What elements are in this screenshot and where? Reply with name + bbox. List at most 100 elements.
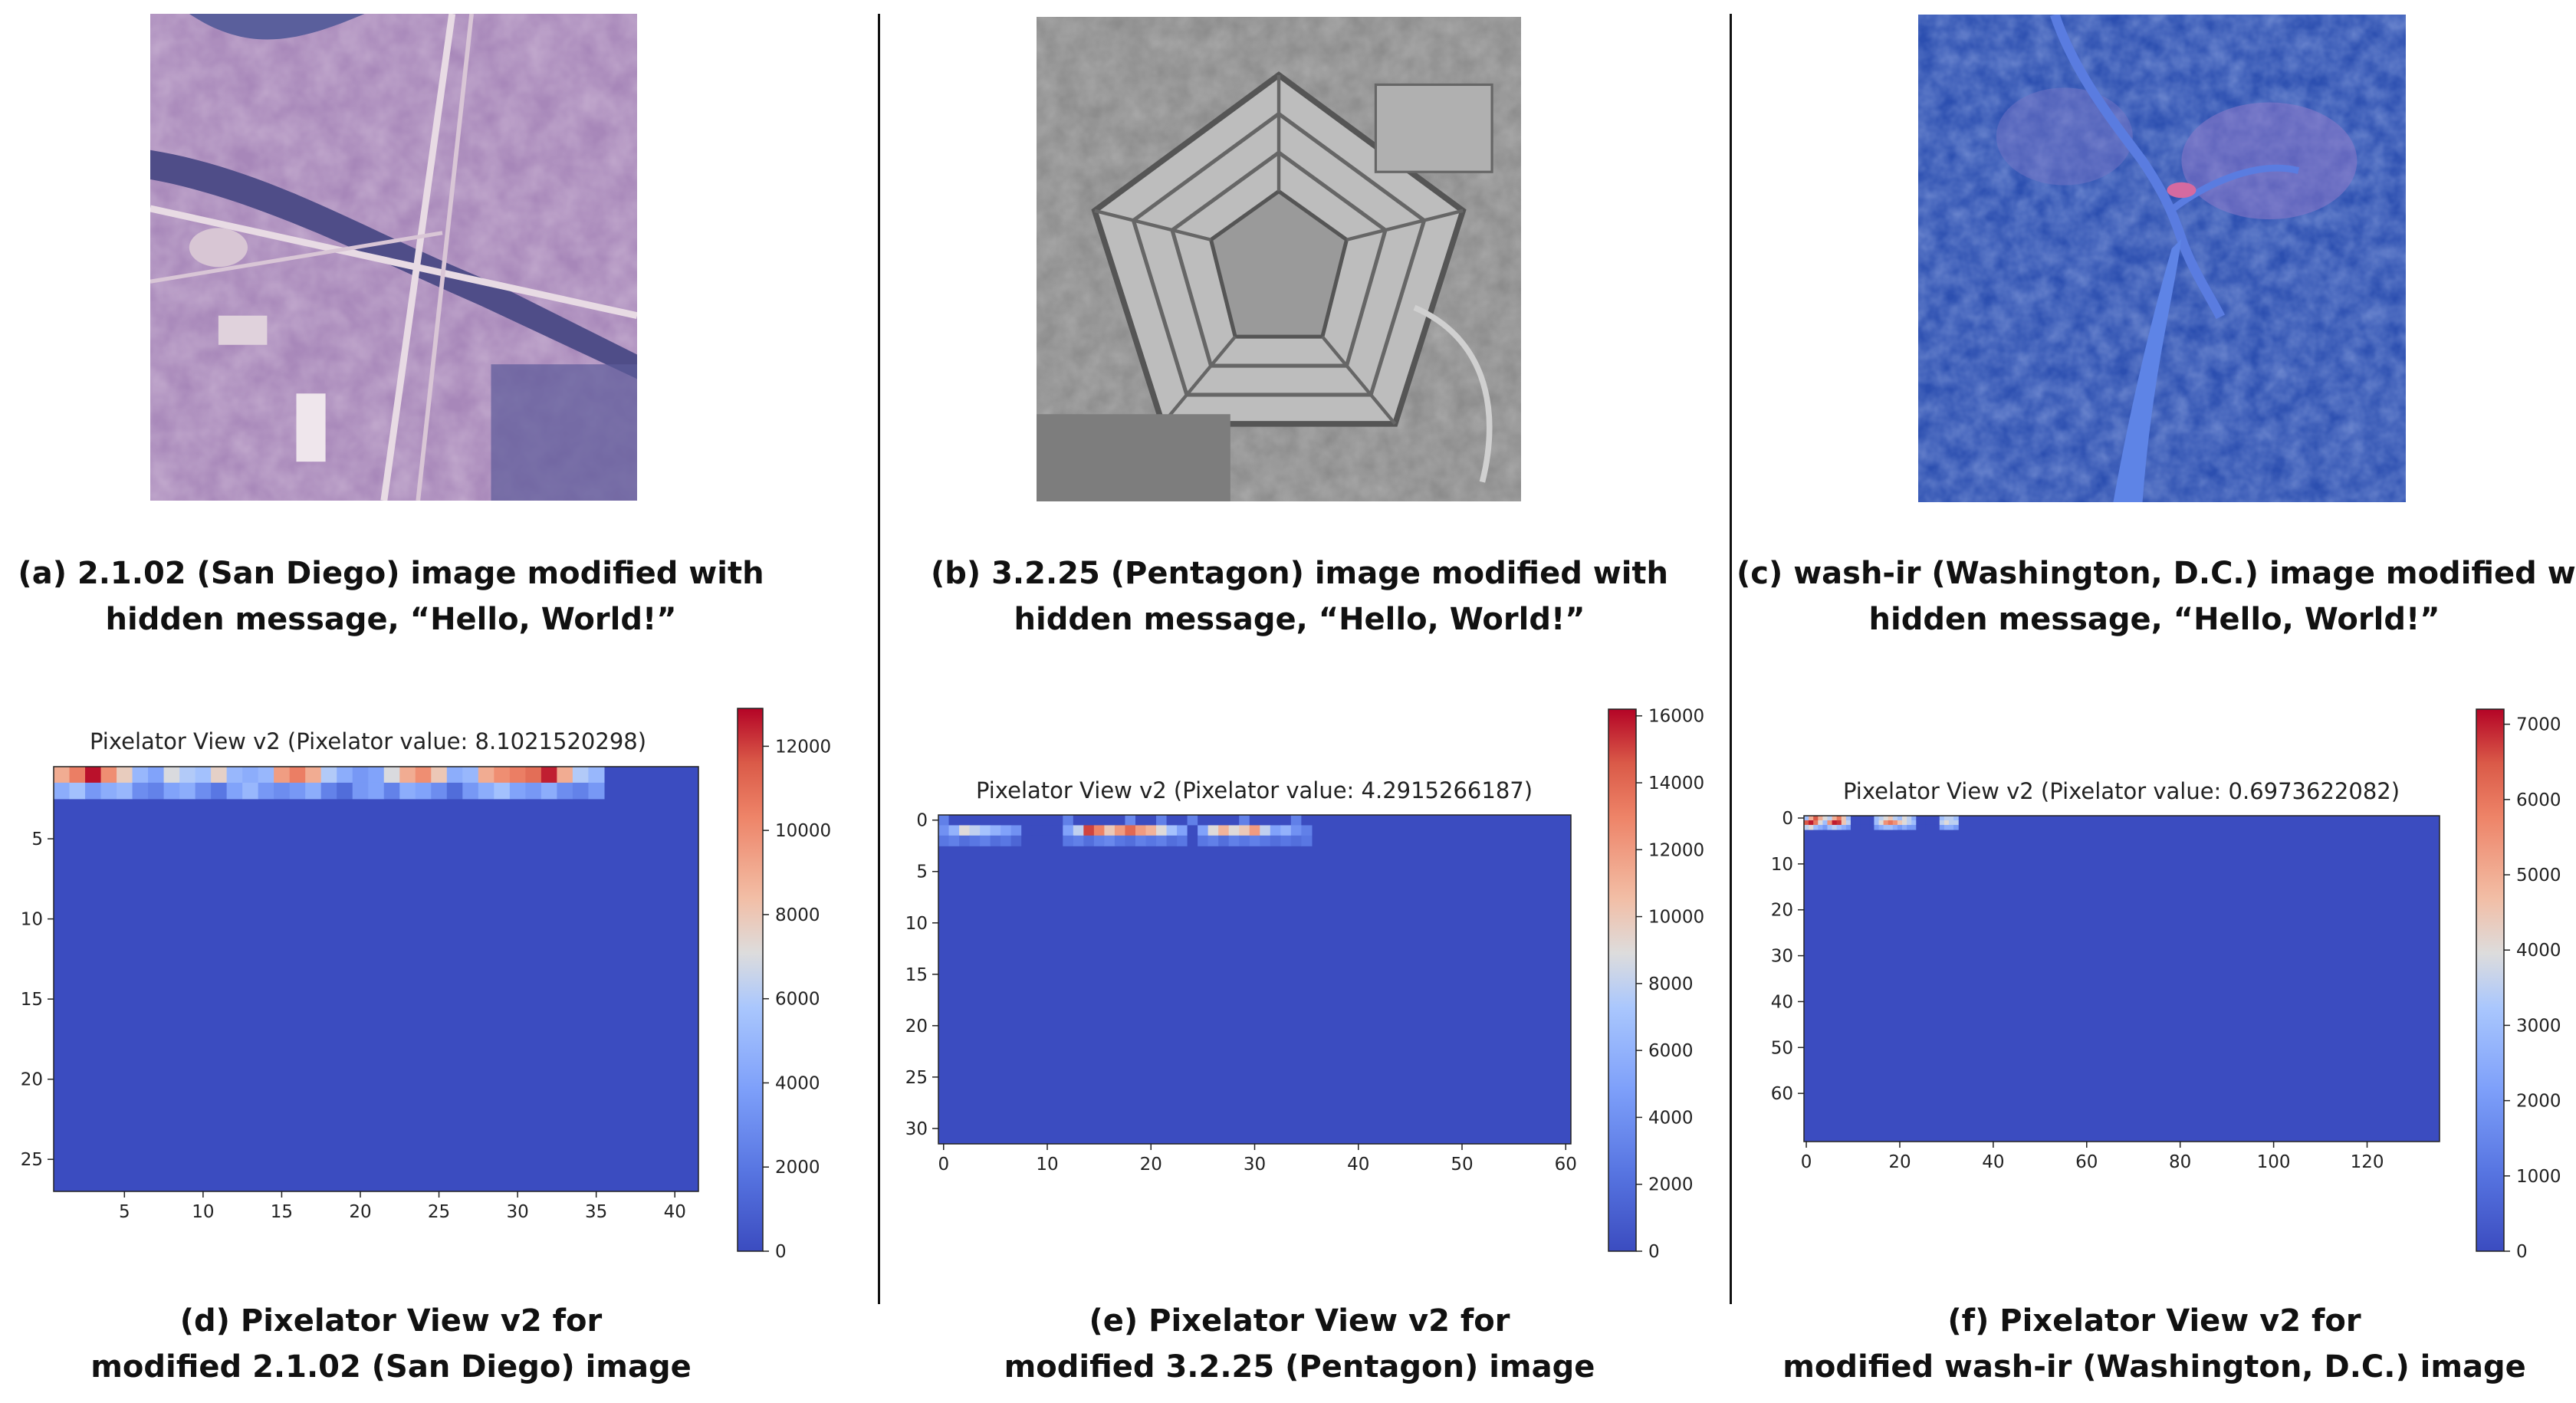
- heatmap-cell: [980, 825, 991, 836]
- colorbar-tick-label: 0: [1648, 1242, 1660, 1262]
- colorbar-tick-label: 8000: [1648, 974, 1694, 994]
- heatmap-cell: [1818, 820, 1823, 826]
- heatmap-cell: [1888, 816, 1894, 821]
- heatmap-cell: [1878, 816, 1884, 821]
- x-tick-label: 40: [664, 1202, 686, 1222]
- heatmap-cell: [938, 835, 950, 846]
- heatmap-cell: [959, 815, 971, 826]
- heatmap-background: [54, 767, 698, 1191]
- heatmap-cell: [1114, 815, 1126, 826]
- heatmap-cell: [1249, 825, 1260, 836]
- heatmap-cell: [588, 782, 605, 800]
- heatmap-cell: [948, 835, 960, 846]
- caption-b: (b) 3.2.25 (Pentagon) image modified wit…: [897, 550, 1702, 642]
- heatmap-cell: [1939, 824, 1945, 830]
- heatmap-cell: [1239, 815, 1250, 826]
- heatmap-cell: [415, 767, 432, 784]
- heatmap-cell: [1125, 825, 1136, 836]
- heatmap-cell: [1052, 835, 1063, 846]
- caption-a-line2: hidden message, “Hello, World!”: [105, 602, 677, 637]
- heatmap-cell: [1925, 816, 1931, 821]
- heatmap-cell: [1874, 824, 1880, 830]
- colorbar-tick-label: 2000: [2516, 1092, 2561, 1112]
- heatmap-cell: [1031, 835, 1043, 846]
- x-tick-label: 10: [192, 1202, 214, 1222]
- heatmap-cell: [1125, 815, 1136, 826]
- heatmap-cell: [1948, 816, 1954, 821]
- y-tick-label: 30: [1771, 947, 1793, 967]
- heatmap-cell: [1177, 825, 1188, 836]
- heatmap-cell: [352, 767, 369, 784]
- heatmap-cell: [1114, 825, 1126, 836]
- caption-b-line1: (b) 3.2.25 (Pentagon) image modified wit…: [930, 556, 1669, 591]
- heatmap-cell: [969, 825, 981, 836]
- x-tick-label: 25: [428, 1202, 450, 1222]
- heatmap-cell: [1187, 825, 1198, 836]
- heatmap-cell: [289, 767, 306, 784]
- heatmap-cell: [1031, 825, 1043, 836]
- x-tick-label: 10: [1036, 1155, 1058, 1175]
- heatmap-cell: [1290, 825, 1302, 836]
- y-tick-label: 25: [21, 1150, 43, 1170]
- heatmap-cell: [320, 767, 337, 784]
- heatmap-cell: [226, 782, 243, 800]
- heatmap-cell: [1934, 816, 1940, 821]
- heatmap-cell: [1001, 815, 1012, 826]
- heatmap-cell: [1836, 820, 1842, 826]
- heatmap-cell: [1063, 825, 1074, 836]
- heatmap-cell: [1855, 816, 1861, 821]
- heatmap-cell: [1883, 820, 1889, 826]
- heatmap-cell: [1104, 815, 1116, 826]
- heatmap-cell: [1260, 825, 1271, 836]
- y-tick-label: 15: [21, 990, 43, 1010]
- heatmap-cell: [1260, 815, 1271, 826]
- heatmap-cell: [1953, 816, 1959, 821]
- pentagon-image: [1037, 17, 1521, 501]
- heatmap-cell: [1166, 825, 1178, 836]
- heatmap-cell: [1883, 824, 1889, 830]
- heatmap-cell: [1818, 824, 1823, 830]
- heatmap-cell: [1888, 820, 1894, 826]
- y-tick-label: 20: [1771, 901, 1793, 921]
- heatmap-cell: [1888, 824, 1894, 830]
- heatmap-cell: [195, 767, 212, 784]
- y-tick-label: 20: [21, 1070, 43, 1090]
- heatmap-cell: [1809, 824, 1814, 830]
- heatmap-cell: [1239, 825, 1250, 836]
- heatmap-cell: [1865, 824, 1870, 830]
- heatmap-cell: [100, 782, 117, 800]
- heatmap-cell: [1832, 824, 1838, 830]
- heatmap-cell: [1301, 815, 1313, 826]
- heatmap-cell: [1156, 825, 1168, 836]
- heatmap-cell: [1822, 820, 1829, 826]
- colorbar-2: 0 2000 4000 6000 8000 10000 12000 14000 16000: [1608, 707, 1704, 1262]
- colorbar-tick-label: 3000: [2516, 1016, 2561, 1036]
- colorbar-tick-label: 1000: [2516, 1167, 2561, 1187]
- heatmap-cell: [1860, 820, 1865, 826]
- heatmap-cell: [1073, 815, 1084, 826]
- colorbar-tick-label: 0: [2516, 1242, 2528, 1262]
- heatmap-cell: [446, 782, 463, 800]
- heatmap-cell: [1832, 816, 1838, 821]
- heatmap-cell: [1042, 815, 1053, 826]
- x-tick-label: 30: [1244, 1155, 1266, 1175]
- heatmap-cell: [1855, 824, 1861, 830]
- heatmap-cell: [1845, 824, 1852, 830]
- colorbar-tick-label: 6000: [775, 990, 820, 1010]
- heatmap-cell: [1921, 820, 1927, 826]
- heatmap-cell: [1892, 816, 1898, 821]
- heatmap-cell: [990, 815, 1001, 826]
- heatmap-cell: [588, 767, 605, 784]
- colorbar-gradient: [1608, 708, 1637, 1252]
- heatmap-cell: [69, 767, 86, 784]
- heatmap-cell: [368, 782, 385, 800]
- heatmap-cell: [990, 825, 1001, 836]
- heatmap-cell: [1948, 824, 1954, 830]
- heatmap-cell: [1239, 835, 1250, 846]
- heatmap-cell: [1021, 815, 1033, 826]
- heatmap-cell: [1093, 825, 1105, 836]
- heatmap-cell: [1813, 820, 1819, 826]
- y-tick-label: 30: [905, 1119, 928, 1139]
- heatmap-cell: [1208, 825, 1219, 836]
- heatmap-cell: [1860, 824, 1865, 830]
